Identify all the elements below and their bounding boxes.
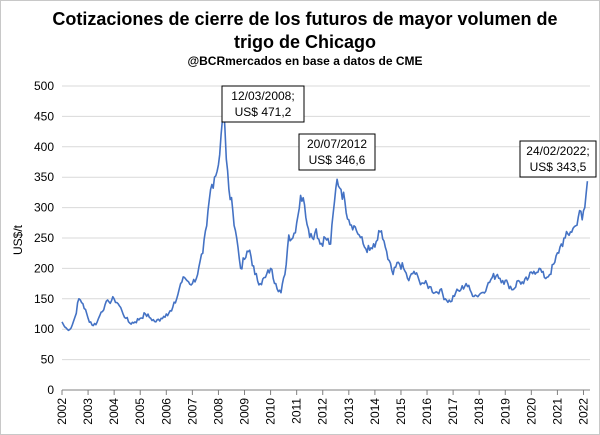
y-tick-label: 150 (34, 292, 54, 306)
chart-subtitle: @BCRmercados en base a datos de CME (187, 54, 423, 68)
y-tick-label: 50 (41, 353, 55, 367)
y-tick-label: 100 (34, 322, 54, 336)
x-tick-label: 2016 (420, 398, 434, 425)
annotation-box (221, 85, 305, 123)
y-tick-label: 500 (34, 79, 54, 93)
y-tick-label: 400 (34, 140, 54, 154)
annotation-box (298, 133, 376, 171)
x-tick-label: 2019 (498, 398, 512, 425)
y-axis-label: US$/t (11, 224, 25, 255)
annotation-callout: 24/02/2022; US$ 343,5 (519, 140, 597, 178)
x-tick-label: 2006 (159, 398, 173, 425)
x-tick-label: 2020 (524, 398, 538, 425)
x-tick-label: 2005 (133, 398, 147, 425)
x-tick-label: 2004 (107, 398, 121, 425)
annotation-callout: 20/07/2012 US$ 346,6 (298, 133, 376, 171)
series (61, 102, 589, 332)
x-tick-label: 2010 (264, 398, 278, 425)
x-tick-label: 2014 (368, 398, 382, 425)
x-tick-label: 2013 (342, 398, 356, 425)
y-tick-label: 250 (34, 231, 54, 245)
x-tick-labels: 2002 2003 2004 2005 2006 2007 2008 2009 2010 2011… (55, 398, 590, 425)
y-tick-label: 200 (34, 261, 54, 275)
y-tick-label: 300 (34, 201, 54, 215)
x-tick-label: 2003 (81, 398, 95, 425)
chart-title: Cotizaciones de cierre de los futuros de… (52, 9, 558, 52)
axes (61, 389, 590, 395)
annotation-callout: 12/03/2008; US$ 471,2 (221, 85, 305, 123)
x-tick-label: 2009 (238, 398, 252, 425)
x-tick-label: 2012 (316, 398, 330, 425)
x-tick-label: 2022 (576, 398, 590, 425)
y-tick-label: 450 (34, 109, 54, 123)
annotation-date: 20/07/2012 (307, 137, 367, 151)
y-tick-label: 350 (34, 170, 54, 184)
x-tick-label: 2021 (550, 398, 564, 425)
annotation-box (519, 140, 597, 178)
annotation-value: US$ 346,6 (309, 153, 366, 167)
x-tick-label: 2015 (394, 398, 408, 425)
annotation-date: 24/02/2022; (526, 144, 589, 158)
x-tick-label: 2008 (211, 398, 225, 425)
y-tick-labels: 0 50 100 150 200 250 300 350 400 450 500 (34, 79, 54, 397)
x-tick-label: 2017 (446, 398, 460, 425)
x-tick-label: 2007 (185, 398, 199, 425)
x-tick-label: 2011 (290, 398, 304, 424)
annotation-date: 12/03/2008; (231, 89, 294, 103)
x-tick-label: 2002 (55, 398, 69, 425)
annotation-value: US$ 471,2 (235, 105, 292, 119)
y-tick-label: 0 (47, 383, 54, 397)
series-line (61, 102, 589, 332)
x-tick-label: 2018 (472, 398, 486, 425)
annotation-value: US$ 343,5 (530, 160, 587, 174)
